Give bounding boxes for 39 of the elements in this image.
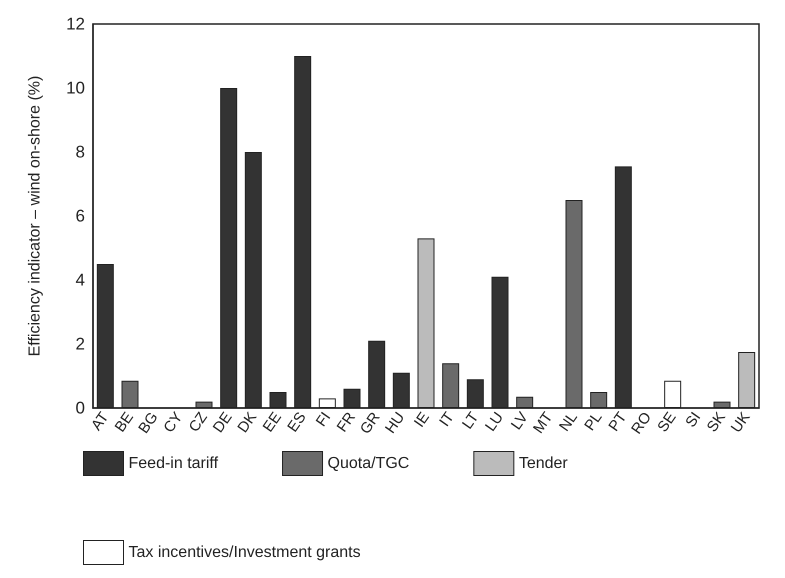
x-tick-label: LT: [458, 409, 482, 432]
x-tick-label: IT: [436, 409, 458, 430]
x-tick-label: BG: [135, 409, 162, 437]
x-tick-label: RO: [628, 409, 655, 438]
x-tick-label: DK: [234, 409, 260, 436]
x-tick-label: AT: [88, 409, 112, 434]
x-tick-label: SI: [682, 409, 704, 430]
y-tick-label: 6: [76, 206, 85, 226]
x-tick-label: SK: [704, 409, 729, 436]
y-tick-label: 4: [76, 270, 85, 290]
legend-label: Quota/TGC: [328, 455, 410, 472]
x-tick-label: GR: [356, 408, 384, 438]
x-tick-label: DE: [210, 409, 236, 436]
x-tick-label: NL: [556, 409, 581, 435]
y-tick-label: 2: [76, 334, 85, 354]
x-tick-label: BE: [112, 409, 137, 436]
x-tick-label: PL: [581, 409, 606, 434]
x-tick-label: SE: [654, 409, 680, 436]
legend-label: Feed-in tariff: [128, 455, 219, 472]
x-tick-label: HU: [382, 409, 408, 437]
y-axis-title: Efficiency indicator – wind on-shore (%): [26, 76, 44, 356]
y-tick-label: 12: [66, 14, 85, 34]
x-tick-label: LU: [482, 409, 507, 435]
x-tick-label: FR: [334, 408, 360, 436]
x-tick-label: UK: [728, 409, 754, 436]
x-tick-label: LV: [508, 409, 532, 433]
y-tick-label: 10: [66, 78, 85, 98]
y-tick-label: 8: [76, 142, 85, 162]
x-tick-label: IE: [410, 409, 433, 430]
y-tick-label: 0: [76, 398, 85, 418]
x-tick-label: ES: [284, 409, 310, 436]
x-tick-label: CY: [160, 409, 186, 436]
x-tick-label: EE: [260, 409, 285, 436]
x-tick-label: FI: [312, 409, 334, 430]
x-tick-label: CZ: [186, 409, 211, 436]
x-tick-label: PT: [605, 409, 630, 435]
legend-label: Tax incentives/Investment grants: [128, 544, 361, 561]
x-tick-label: MT: [530, 409, 556, 437]
legend-label: Tender: [518, 455, 568, 472]
